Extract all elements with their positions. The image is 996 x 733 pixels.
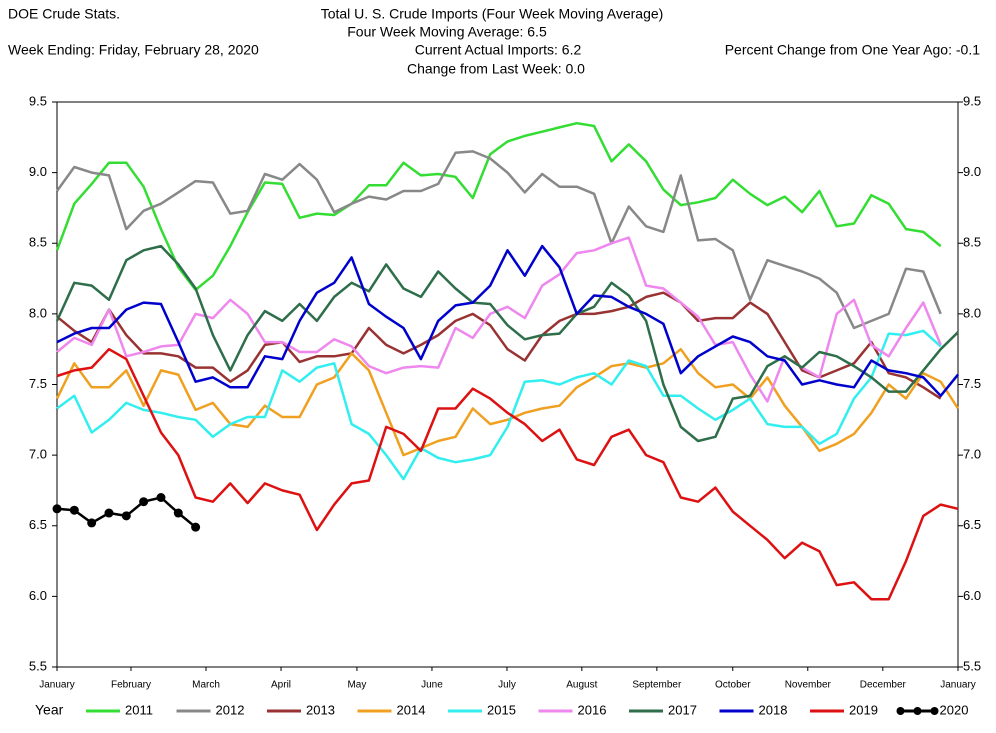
y-tick-label: 8.0 — [29, 305, 47, 320]
y2-tick-label: 6.5 — [963, 517, 981, 532]
series-marker — [52, 504, 62, 514]
series-line — [56, 244, 959, 398]
y2-tick-label: 8.5 — [963, 235, 981, 250]
current-imports: Current Actual Imports: 6.2 — [415, 42, 582, 58]
series-marker — [156, 493, 166, 502]
legend-label: 2015 — [487, 702, 516, 717]
legend-label: 2020 — [940, 702, 969, 717]
x-tick-label: January — [39, 680, 75, 691]
x-tick-label: October — [715, 680, 751, 691]
week-ending: Week Ending: Friday, February 28, 2020 — [8, 42, 259, 58]
legend-marker — [913, 707, 922, 715]
series-line — [55, 150, 942, 330]
y-tick-label: 8.5 — [29, 235, 47, 250]
x-tick-label: July — [498, 680, 516, 691]
y-tick-label: 7.0 — [29, 447, 47, 462]
legend-marker — [896, 707, 905, 715]
x-tick-label: March — [192, 680, 220, 691]
series-line — [56, 329, 942, 481]
series-marker — [121, 511, 131, 521]
y2-tick-label: 8.0 — [963, 305, 981, 320]
series-marker — [191, 522, 201, 532]
legend-label: 2013 — [306, 702, 335, 717]
y-tick-label: 5.5 — [29, 658, 47, 673]
series-marker — [87, 518, 97, 528]
series-line — [55, 347, 960, 457]
legend-label: 2011 — [125, 702, 153, 717]
source: DOE Crude Stats. — [8, 6, 120, 22]
y2-tick-label: 9.5 — [963, 93, 981, 108]
x-tick-label: December — [860, 680, 907, 691]
series-marker — [104, 508, 114, 518]
percent-change: Percent Change from One Year Ago: -0.1 — [725, 42, 980, 58]
y-tick-label: 7.5 — [29, 376, 47, 391]
series-line — [55, 244, 959, 443]
series-marker — [69, 505, 79, 515]
x-tick-label: January — [940, 680, 976, 691]
y2-tick-label: 7.0 — [963, 447, 981, 462]
legend-label: 2018 — [759, 702, 788, 717]
legend-marker — [930, 707, 939, 715]
y2-tick-label: 9.0 — [963, 164, 981, 179]
y-tick-label: 9.0 — [29, 164, 47, 179]
legend-label: 2016 — [578, 702, 607, 717]
x-tick-label: August — [566, 680, 597, 691]
x-tick-label: April — [271, 680, 291, 691]
series-marker — [173, 508, 183, 518]
y-tick-label: 6.5 — [29, 517, 47, 532]
x-tick-label: February — [111, 680, 151, 691]
moving-average: Four Week Moving Average: 6.5 — [347, 24, 547, 40]
x-tick-label: June — [421, 680, 443, 691]
series-line — [55, 121, 942, 292]
y2-tick-label: 7.5 — [963, 376, 981, 391]
y2-tick-label: 6.0 — [963, 588, 981, 603]
series-line — [56, 291, 942, 400]
weekly-change: Change from Last Week: 0.0 — [407, 61, 585, 77]
legend-label: 2014 — [397, 702, 426, 717]
legend-title: Year — [35, 702, 64, 718]
y-tick-label: 6.0 — [29, 588, 47, 603]
x-tick-label: September — [632, 680, 682, 691]
x-tick-label: November — [785, 680, 832, 691]
series-line — [56, 347, 959, 601]
series-marker — [139, 497, 149, 507]
legend-label: 2017 — [668, 702, 697, 717]
legend-label: 2019 — [849, 702, 878, 717]
chart-title: Total U. S. Crude Imports (Four Week Mov… — [321, 6, 664, 22]
y-tick-label: 9.5 — [29, 93, 47, 108]
y2-tick-label: 5.5 — [963, 658, 981, 673]
legend-label: 2012 — [216, 702, 245, 717]
x-tick-label: May — [347, 680, 366, 691]
